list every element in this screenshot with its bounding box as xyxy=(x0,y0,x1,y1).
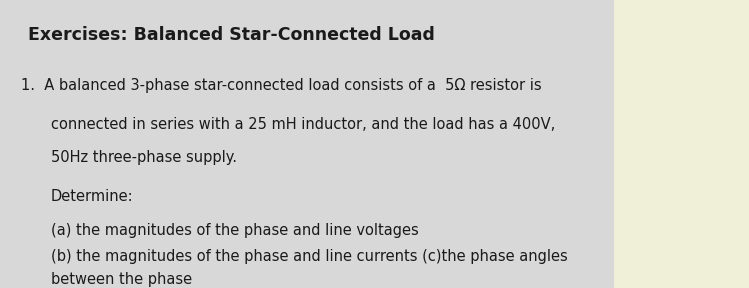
Text: Determine:: Determine: xyxy=(51,189,133,204)
Text: between the phase: between the phase xyxy=(51,272,192,287)
Text: (a) the magnitudes of the phase and line voltages: (a) the magnitudes of the phase and line… xyxy=(51,223,419,238)
Text: Exercises: Balanced Star-Connected Load: Exercises: Balanced Star-Connected Load xyxy=(28,26,435,44)
Text: 1.  A balanced 3-phase star-connected load consists of a  5Ω resistor is: 1. A balanced 3-phase star-connected loa… xyxy=(21,78,542,93)
Text: connected in series with a 25 mH inductor, and the load has a 400V,: connected in series with a 25 mH inducto… xyxy=(51,117,555,132)
Text: (b) the magnitudes of the phase and line currents (c)the phase angles: (b) the magnitudes of the phase and line… xyxy=(51,249,568,264)
Text: 50Hz three-phase supply.: 50Hz three-phase supply. xyxy=(51,150,237,165)
